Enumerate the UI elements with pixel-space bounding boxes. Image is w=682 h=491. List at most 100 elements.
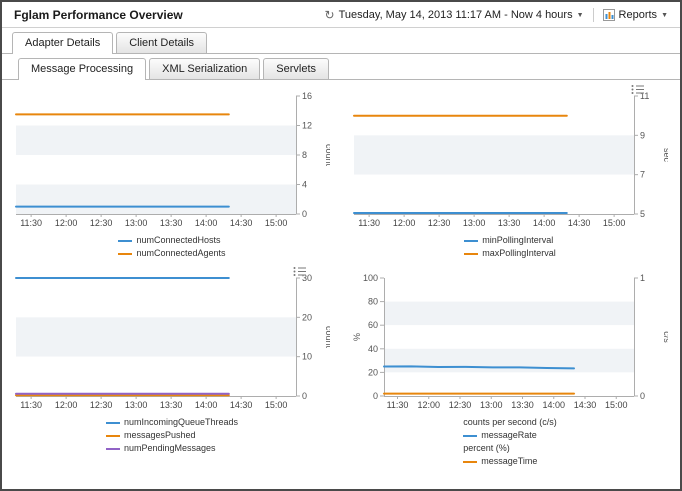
incoming-queue-messages-cell: 30 20 10 0 count 11:30 12:00 12:30 13:00 13:30 14:… [10, 266, 334, 468]
svg-text:14:00: 14:00 [542, 400, 565, 410]
svg-text:14:30: 14:30 [230, 218, 253, 228]
chevron-down-icon: ▼ [576, 11, 584, 19]
svg-text:14:30: 14:30 [574, 400, 597, 410]
legend-label: messagesPushed [123, 430, 196, 440]
legend-label: messageRate [481, 430, 537, 440]
svg-text:20: 20 [368, 367, 378, 377]
message-rate-time-chart[interactable]: 1 0 c/s 100 80 60 40 20 0% 11:30 12:00 12:30 13:00 13… [348, 274, 668, 414]
svg-text:11:30: 11:30 [20, 218, 42, 228]
legend-item[interactable]: messageTime [463, 455, 557, 468]
legend-label: numConnectedAgents [136, 248, 226, 258]
header-controls: ↻ Tuesday, May 14, 2013 11:17 AM - Now 4… [325, 8, 668, 22]
messageRate-line [383, 365, 575, 370]
legend-item[interactable]: minPollingInterval [464, 234, 556, 247]
chart-options-icon[interactable] [293, 266, 306, 277]
legend-swatch [464, 252, 479, 255]
svg-text:15:00: 15:00 [605, 400, 628, 410]
charts-grid: 16 12 8 4 0 count 11:30 12:00 12:30 13:00 13:30 14:… [2, 80, 680, 472]
legend-swatch [118, 252, 133, 255]
y-axis-left: 100 80 60 40 20 0% [352, 274, 384, 401]
legend-item[interactable]: numPendingMessages [105, 442, 238, 455]
svg-text:13:30: 13:30 [498, 218, 521, 228]
svg-text:13:30: 13:30 [160, 218, 183, 228]
legend-item[interactable]: numIncomingQueueThreads [105, 416, 238, 429]
connected-hosts-agents-cell: 16 12 8 4 0 count 11:30 12:00 12:30 13:00 13:30 14:… [10, 84, 334, 260]
svg-text:0: 0 [302, 209, 307, 219]
chart-legend: minPollingInterval maxPollingInterval [348, 234, 672, 260]
legend-label: messageTime [481, 456, 538, 466]
legend-item[interactable]: messagesPushed [105, 429, 238, 442]
reports-menu[interactable]: Reports ▼ [602, 9, 668, 21]
svg-text:5: 5 [640, 209, 645, 219]
reports-icon [602, 9, 615, 21]
legend-swatch [118, 239, 133, 242]
legend-label: counts per second (c/s) [463, 417, 557, 427]
svg-text:0: 0 [302, 391, 307, 401]
svg-text:count: count [324, 326, 330, 349]
legend-label: percent (%) [463, 443, 510, 453]
legend-item[interactable]: messageRate [463, 429, 557, 442]
legend-item[interactable]: numConnectedHosts [118, 234, 225, 247]
legend-swatch [463, 460, 478, 463]
svg-text:13:00: 13:00 [463, 218, 486, 228]
x-axis: 11:30 12:00 12:30 13:00 13:30 14:00 14:30 15:00 [358, 214, 625, 228]
svg-text:1: 1 [640, 274, 645, 283]
svg-text:12:30: 12:30 [90, 400, 113, 410]
legend-swatch [105, 421, 120, 424]
legend-item[interactable]: numConnectedAgents [118, 247, 226, 260]
polling-interval-chart[interactable]: 11 9 7 5 sec 11:30 12:00 12:30 13:00 13:30 14:00 14… [348, 92, 668, 232]
svg-text:11:30: 11:30 [358, 218, 380, 228]
y-axis-right: 11 9 7 5 sec [634, 92, 668, 219]
tab-xml-serialization[interactable]: XML Serialization [149, 58, 261, 79]
svg-text:9: 9 [640, 130, 645, 140]
svg-text:40: 40 [368, 344, 378, 354]
legend-item[interactable]: maxPollingInterval [464, 247, 556, 260]
svg-text:13:00: 13:00 [125, 218, 148, 228]
axes [384, 278, 635, 397]
svg-text:16: 16 [302, 92, 312, 101]
time-range-icon: ↻ [324, 8, 335, 22]
svg-text:14:00: 14:00 [195, 400, 218, 410]
axes [354, 96, 635, 215]
svg-text:60: 60 [368, 320, 378, 330]
svg-text:80: 80 [368, 297, 378, 307]
legend-swatch [463, 434, 478, 437]
tab-servlets[interactable]: Servlets [263, 58, 330, 79]
tab-message-processing[interactable]: Message Processing [18, 58, 147, 80]
svg-text:7: 7 [640, 170, 645, 180]
chart-options-icon[interactable] [631, 84, 644, 95]
y-axis-right: 1 0 c/s [634, 274, 668, 401]
legend-caption: percent (%) [463, 442, 557, 455]
chevron-down-icon: ▼ [661, 11, 668, 19]
incoming-queue-messages-chart[interactable]: 30 20 10 0 count 11:30 12:00 12:30 13:00 13:30 14:… [10, 274, 330, 414]
connected-hosts-agents-chart[interactable]: 16 12 8 4 0 count 11:30 12:00 12:30 13:00 13:30 14:… [10, 92, 330, 232]
svg-text:12:00: 12:00 [55, 218, 78, 228]
svg-text:%: % [352, 333, 362, 341]
polling-interval-cell: 11 9 7 5 sec 11:30 12:00 12:30 13:00 13:30 14:00 14… [348, 84, 672, 260]
legend-swatch [105, 434, 120, 437]
svg-text:12:30: 12:30 [90, 218, 113, 228]
svg-text:sec: sec [662, 148, 668, 163]
tab-adapter-details[interactable]: Adapter Details [12, 32, 114, 54]
tab-client-details[interactable]: Client Details [116, 32, 208, 53]
legend-label: numConnectedHosts [136, 235, 221, 245]
svg-text:15:00: 15:00 [265, 400, 288, 410]
svg-text:15:00: 15:00 [603, 218, 626, 228]
header-divider [592, 8, 594, 22]
svg-text:15:00: 15:00 [265, 218, 288, 228]
svg-text:30: 30 [302, 274, 312, 283]
legend-label: maxPollingInterval [482, 248, 556, 258]
svg-text:count: count [324, 144, 330, 167]
svg-text:12:30: 12:30 [428, 218, 451, 228]
svg-text:12:30: 12:30 [449, 400, 472, 410]
y-axis-right: 30 20 10 0 count [296, 274, 330, 401]
axes [16, 278, 297, 397]
svg-text:10: 10 [302, 352, 312, 362]
legend-swatch [105, 447, 120, 450]
svg-text:100: 100 [363, 274, 378, 283]
time-range-selector[interactable]: ↻ Tuesday, May 14, 2013 11:17 AM - Now 4… [325, 9, 584, 21]
svg-text:12:00: 12:00 [55, 400, 78, 410]
svg-text:20: 20 [302, 312, 312, 322]
svg-text:12: 12 [302, 121, 312, 131]
